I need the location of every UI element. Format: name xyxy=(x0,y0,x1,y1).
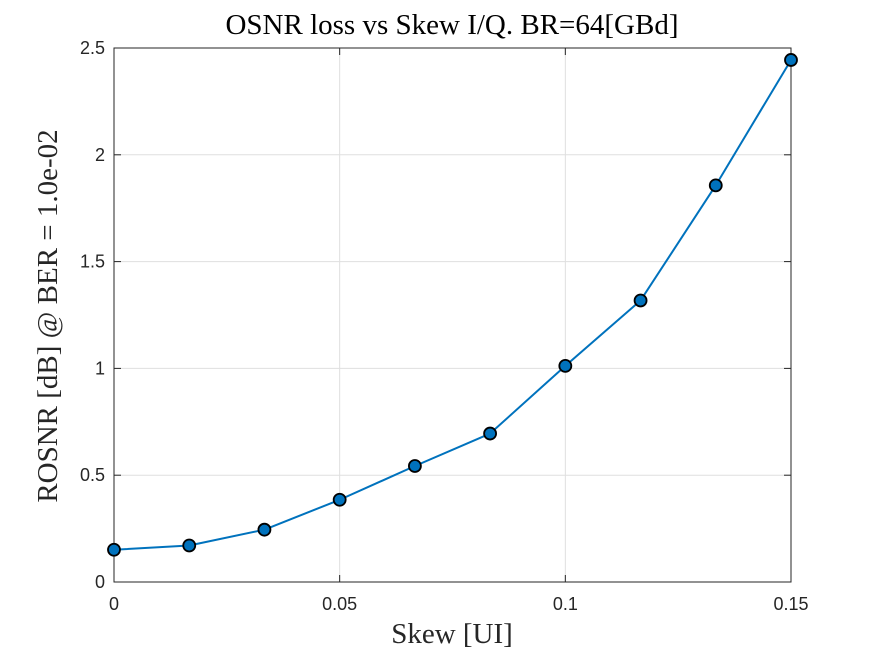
ticks-layer xyxy=(113,47,792,583)
chart-title: OSNR loss vs Skew I/Q. BR=64[GBd] xyxy=(225,9,678,41)
y-tick-label: 2.5 xyxy=(80,38,105,58)
data-point xyxy=(708,178,723,193)
series-line xyxy=(113,59,792,551)
data-point xyxy=(332,492,347,507)
x-tick-label: 0.15 xyxy=(773,594,808,614)
data-point xyxy=(257,522,272,537)
y-tick-label: 0 xyxy=(95,572,105,592)
y-tick-label: 2 xyxy=(95,145,105,165)
x-tick-label: 0 xyxy=(109,594,119,614)
data-point xyxy=(558,358,573,373)
data-point xyxy=(784,53,798,67)
data-point xyxy=(107,542,121,557)
data-point xyxy=(483,426,498,441)
y-tick-label: 1 xyxy=(95,358,105,378)
data-point xyxy=(633,293,648,308)
y-tick-label: 1.5 xyxy=(80,252,105,272)
tick-label-layer: 0 0.05 0.1 0.15 0 0.5 1 1.5 2 2.5 xyxy=(80,38,809,614)
y-tick-label: 0.5 xyxy=(80,465,105,485)
axes-box xyxy=(113,47,792,583)
x-tick-label: 0.05 xyxy=(322,594,357,614)
x-tick-label: 0.1 xyxy=(553,594,578,614)
axes-background xyxy=(114,48,791,582)
data-point xyxy=(182,538,197,553)
x-axis-label: Skew [UI] xyxy=(391,618,513,650)
series-layer xyxy=(107,53,798,557)
y-axis-label: ROSNR [dB] @ BER = 1.0e-02 xyxy=(32,129,64,502)
data-point xyxy=(407,459,422,473)
